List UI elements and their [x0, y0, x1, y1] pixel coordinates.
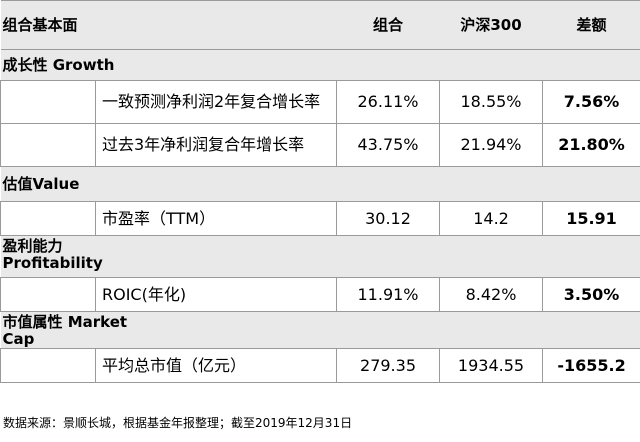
section-profitability-header: 盈利能力 Profitability [0, 235, 640, 278]
portfolio-value: 43.75% [336, 123, 441, 167]
table-row: 平均总市值（亿元） 279.35 1934.55 -1655.2 [0, 348, 640, 383]
metric-label: 一致预测净利润2年复合增长率 [94, 80, 338, 124]
row-indent [0, 123, 96, 167]
metric-label: 市盈率（TTM） [94, 201, 338, 236]
diff-value: 7.56% [542, 80, 640, 124]
row-indent [0, 201, 96, 236]
section-title-line: 盈利能力 [2, 237, 63, 255]
index-value: 21.94% [439, 123, 544, 167]
col-header-diff: 差额 [542, 0, 640, 50]
row-indent [0, 277, 96, 312]
diff-value: -1655.2 [542, 348, 640, 383]
row-indent [0, 80, 96, 124]
metric-label: 平均总市值（亿元） [94, 348, 338, 383]
section-title-growth: 成长性 Growth [0, 49, 640, 81]
table-row: 一致预测净利润2年复合增长率 26.11% 18.55% 7.56% [0, 80, 640, 124]
portfolio-value: 11.91% [336, 277, 441, 312]
diff-value: 21.80% [542, 123, 640, 167]
table-header-row: 组合基本面 组合 沪深300 差额 [0, 0, 640, 50]
portfolio-value: 30.12 [336, 201, 441, 236]
section-title-market-cap: 市值属性 Market Cap [0, 311, 640, 349]
row-indent [0, 348, 96, 383]
metric-label: 过去3年净利润复合年增长率 [94, 123, 338, 167]
table-row: 过去3年净利润复合年增长率 43.75% 21.94% 21.80% [0, 123, 640, 167]
section-title-value: 估值Value [0, 166, 640, 202]
metric-label: ROIC(年化) [94, 277, 338, 312]
source-footnote: 数据来源：景顺长城，根据基金年报整理；截至2019年12月31日 [3, 416, 353, 430]
fundamentals-table: 组合基本面 组合 沪深300 差额 成长性 Growth 一致预测净利润2年复合… [0, 0, 640, 383]
diff-value: 15.91 [542, 201, 640, 236]
index-value: 1934.55 [439, 348, 544, 383]
portfolio-value: 279.35 [336, 348, 441, 383]
col-header-portfolio: 组合 [336, 0, 440, 50]
section-title-line: Cap [2, 330, 35, 348]
section-market-cap-header: 市值属性 Market Cap [0, 311, 640, 349]
table-title: 组合基本面 [0, 0, 337, 50]
section-growth-header: 成长性 Growth [0, 49, 640, 81]
diff-value: 3.50% [542, 277, 640, 312]
section-title-line: 市值属性 Market [2, 313, 128, 331]
table-row: 市盈率（TTM） 30.12 14.2 15.91 [0, 201, 640, 236]
table-row: ROIC(年化) 11.91% 8.42% 3.50% [0, 277, 640, 312]
index-value: 18.55% [439, 80, 544, 124]
index-value: 14.2 [439, 201, 544, 236]
section-title-line: Profitability [2, 254, 103, 272]
section-title-profitability: 盈利能力 Profitability [0, 235, 640, 278]
portfolio-value: 26.11% [336, 80, 441, 124]
col-header-index: 沪深300 [439, 0, 543, 50]
index-value: 8.42% [439, 277, 544, 312]
section-value-header: 估值Value [0, 166, 640, 202]
